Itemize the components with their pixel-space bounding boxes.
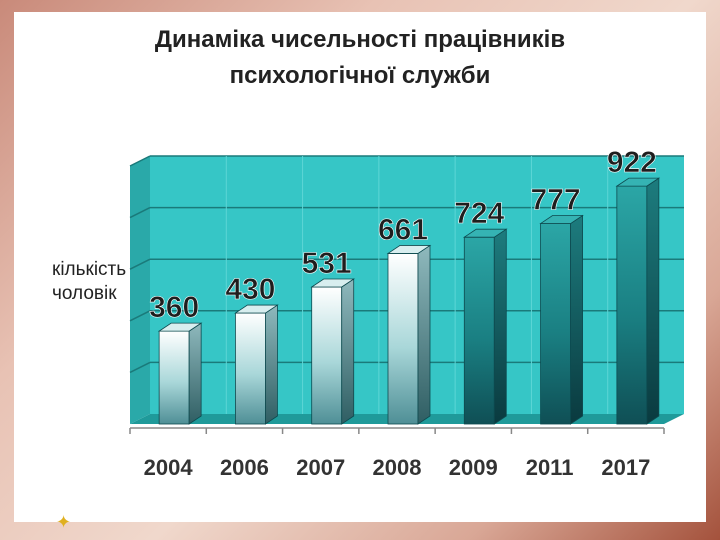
bar-2009 (463, 236, 495, 425)
data-label-2007: 531 (302, 247, 352, 280)
bar-side-2008 (417, 244, 431, 425)
data-label-2006: 430 (225, 273, 275, 306)
bar-2004 (158, 330, 190, 425)
x-tick-label-2004: 2004 (144, 455, 194, 480)
bar-top-2006 (234, 304, 279, 314)
data-label-2009: 724 (454, 197, 504, 230)
chart-title-line-2: психологічної служби (229, 62, 491, 89)
bar-side-2006 (265, 304, 278, 425)
gridline-side (129, 206, 151, 219)
x-tick-label-2017: 2017 (601, 455, 650, 480)
data-label-2017: 922 (607, 146, 657, 179)
bar-2008 (387, 253, 419, 425)
bar-top-2008 (386, 245, 432, 254)
bar-2006 (235, 312, 266, 425)
bar-side-2007 (341, 278, 355, 425)
data-label-2008: 661 (378, 213, 428, 246)
bar-side-2011 (570, 214, 583, 425)
bar-top-2017 (615, 177, 661, 187)
y-axis-label-line-2: чоловік (52, 283, 117, 304)
bar-top-2011 (539, 215, 584, 224)
x-tick-label-2008: 2008 (373, 455, 422, 480)
gridline-side (129, 258, 151, 270)
data-label-2004: 360 (149, 291, 199, 324)
y-axis-label-line-1: кількість (52, 259, 127, 280)
data-label-2011: 777 (531, 184, 581, 217)
chart-side-wall (130, 156, 150, 424)
bar-top-2009 (462, 228, 508, 238)
bar-2007 (311, 286, 343, 425)
gridline-side (129, 155, 151, 167)
gridline-side (129, 361, 151, 374)
bar-side-2009 (493, 228, 507, 425)
bar-2011 (540, 223, 571, 425)
bar-side-2017 (646, 177, 660, 425)
x-tick-label-2009: 2009 (449, 455, 498, 480)
x-tick-label-2006: 2006 (220, 455, 269, 480)
chart-title: Динаміка чисельності працівників психоло… (0, 22, 720, 94)
y-axis-label: кількість чоловік (52, 258, 147, 306)
x-tick-label-2011: 2011 (526, 455, 574, 480)
bar-2017 (616, 185, 648, 425)
chart-title-line-1: Динаміка чисельності працівників (154, 26, 566, 53)
decorative-star-icon: ✦ (56, 512, 72, 532)
bar-top-2004 (157, 322, 203, 332)
bar-top-2007 (310, 278, 356, 288)
x-tick-label-2007: 2007 (296, 455, 345, 480)
bar-side-2004 (188, 322, 202, 425)
gridline-side (129, 310, 151, 322)
